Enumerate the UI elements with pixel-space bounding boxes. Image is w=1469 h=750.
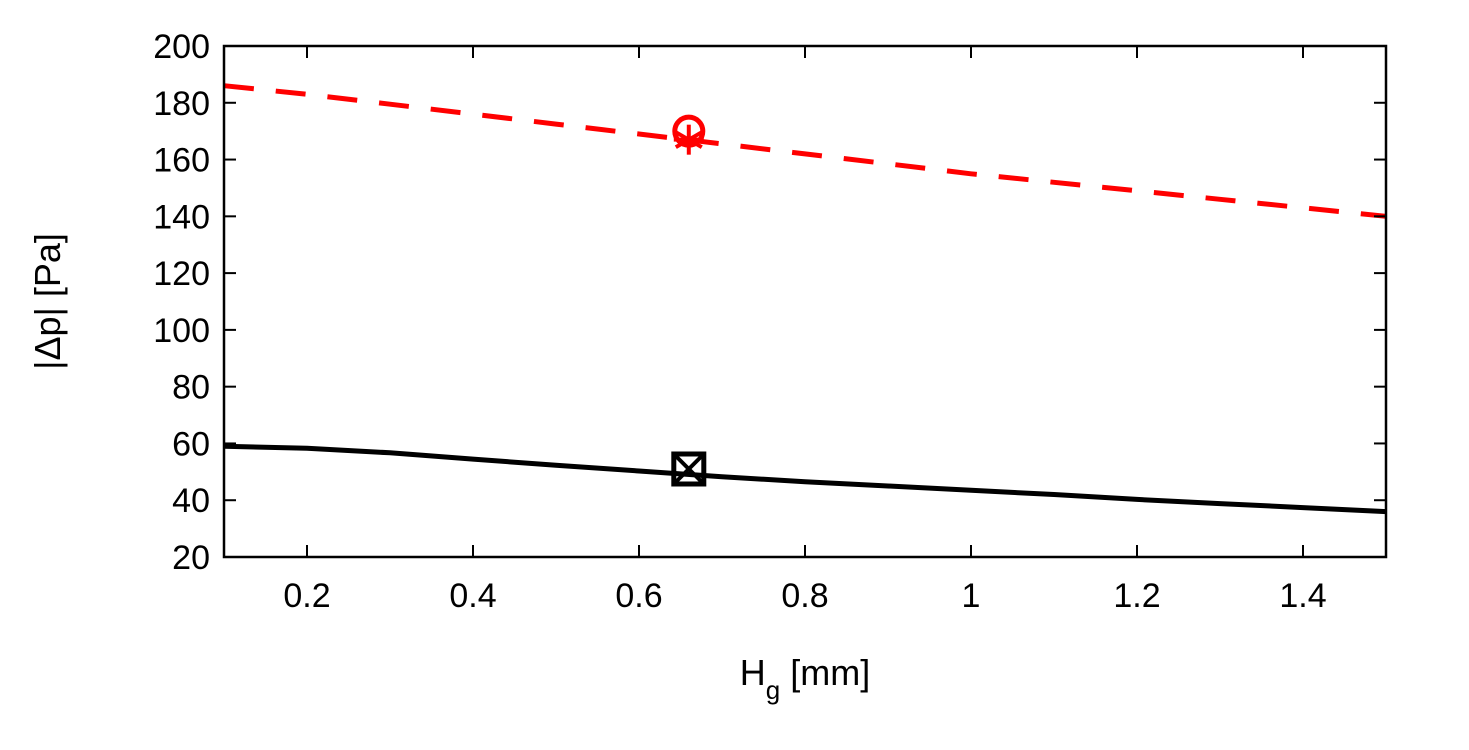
tick-layer: 20 40 60 80 100 120 140 160 180 200 0.2 0.4 0.6 0.8 1 1… [153, 28, 1386, 615]
x-axis-label-unit: [mm] [780, 652, 870, 693]
x-tick-label: 1.2 [1113, 577, 1160, 615]
y-tick-label: 180 [153, 85, 210, 123]
series-layer [223, 83, 1387, 515]
x-tick-label: 0.2 [283, 577, 330, 615]
series-line-2 [223, 443, 1387, 515]
marker-cross [673, 453, 705, 485]
y-tick-label: 160 [153, 142, 210, 180]
marker-square [671, 451, 707, 487]
y-tick-label: 40 [172, 482, 210, 520]
x-tick-label: 1.4 [1279, 577, 1326, 615]
y-tick-label: 140 [153, 198, 210, 236]
x-tick-label: 0.6 [615, 577, 662, 615]
y-tick-label: 100 [153, 312, 210, 350]
y-tick-label: 80 [172, 369, 210, 407]
x-tick-label: 0.8 [781, 577, 828, 615]
y-tick-label: 20 [172, 539, 210, 577]
series-line-1 [223, 83, 1387, 219]
marker-layer [671, 114, 707, 487]
y-tick-label: 200 [153, 28, 210, 66]
x-tick-label: 0.4 [449, 577, 496, 615]
y-axis-label: |Δp| [Pa] [27, 233, 68, 370]
y-tick-label: 120 [153, 255, 210, 293]
y-tick-label: 60 [172, 425, 210, 463]
x-tick-label: 1 [962, 577, 981, 615]
x-axis-label-main: H [740, 652, 766, 693]
marker-asterisk [673, 124, 704, 155]
x-axis-label: Hg [mm] [740, 652, 870, 705]
x-axis-label-subscript: g [766, 675, 780, 705]
